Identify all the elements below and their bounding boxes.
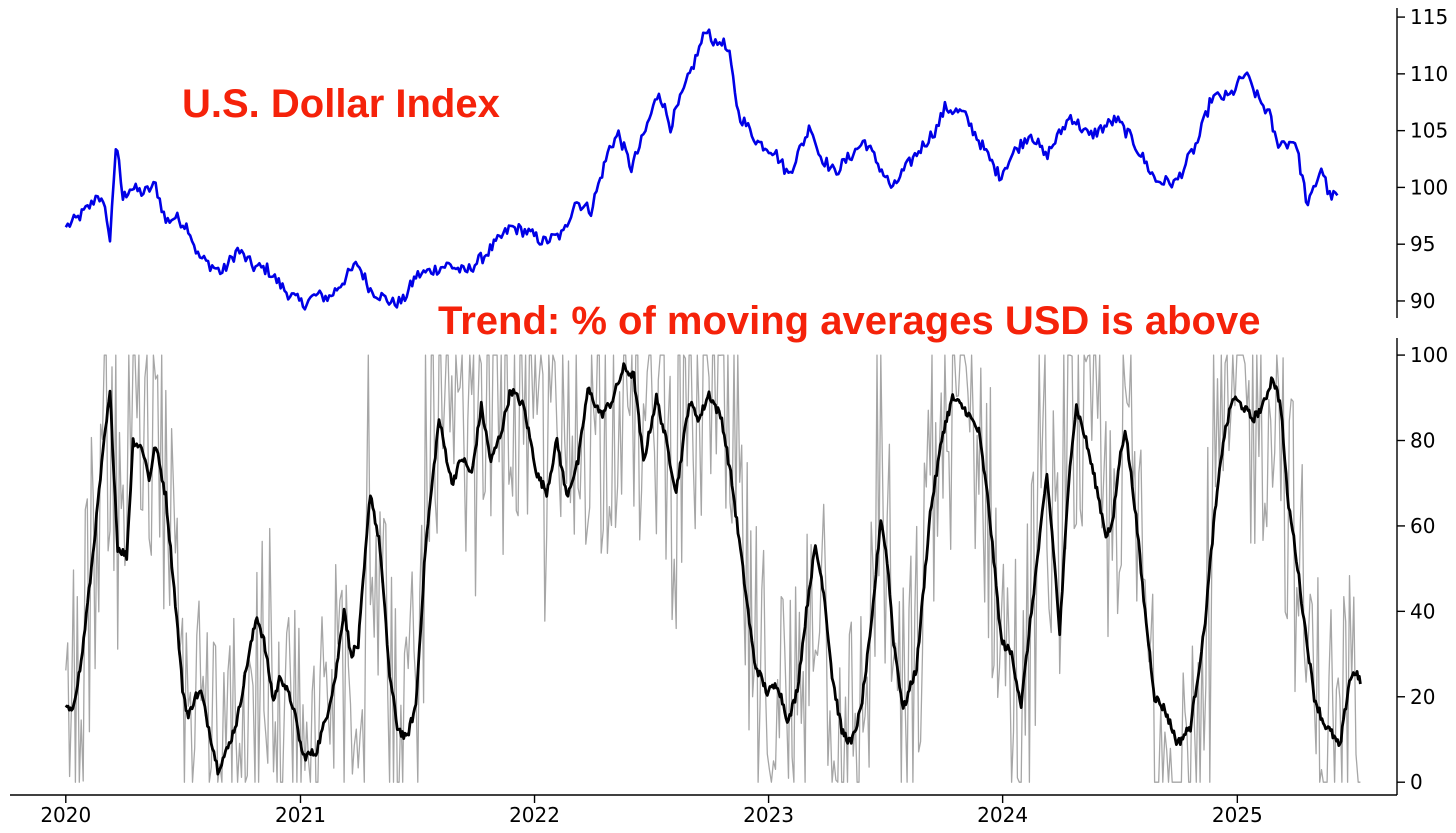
x-tick-label: 2025 <box>1212 803 1263 827</box>
usd-index-series-line <box>64 28 1339 311</box>
x-tick-label: 2022 <box>509 803 560 827</box>
trend-y-tick-label: 80 <box>1410 429 1435 453</box>
usd-index-y-tick-label: 110 <box>1410 62 1448 86</box>
trend-y-tick-label: 0 <box>1410 770 1423 794</box>
usd-index-y-tick-label: 105 <box>1410 119 1448 143</box>
trend-smoothed-series-line <box>64 362 1362 776</box>
trend-panel: Trend: % of moving averages USD is above… <box>10 299 1448 827</box>
trend-y-ticks: 0 20 40 60 80 100 <box>1397 343 1448 794</box>
trend-y-tick-label: 40 <box>1410 599 1435 623</box>
usd-index-y-tick-label: 100 <box>1410 175 1448 199</box>
trend-x-ticks: 2020 2021 2022 2023 2024 2025 <box>40 795 1263 827</box>
usd-index-y-tick-label: 95 <box>1410 232 1435 256</box>
usd-index-title: U.S. Dollar Index <box>182 82 500 126</box>
usd-index-panel: U.S. Dollar Index 90 95 100 105 110 115 <box>64 5 1448 318</box>
trend-title: Trend: % of moving averages USD is above <box>438 299 1260 343</box>
usd-index-y-tick-label: 115 <box>1410 5 1448 29</box>
trend-y-tick-label: 20 <box>1410 685 1435 709</box>
x-tick-label: 2024 <box>977 803 1028 827</box>
trend-raw-series-line <box>65 354 1361 783</box>
usd-index-y-ticks: 90 95 100 105 110 115 <box>1397 5 1448 313</box>
trend-y-tick-label: 100 <box>1410 343 1448 367</box>
x-tick-label: 2023 <box>743 803 794 827</box>
x-tick-label: 2020 <box>40 803 91 827</box>
x-tick-label: 2021 <box>275 803 326 827</box>
trend-y-tick-label: 60 <box>1410 514 1435 538</box>
usd-index-y-tick-label: 90 <box>1410 289 1435 313</box>
